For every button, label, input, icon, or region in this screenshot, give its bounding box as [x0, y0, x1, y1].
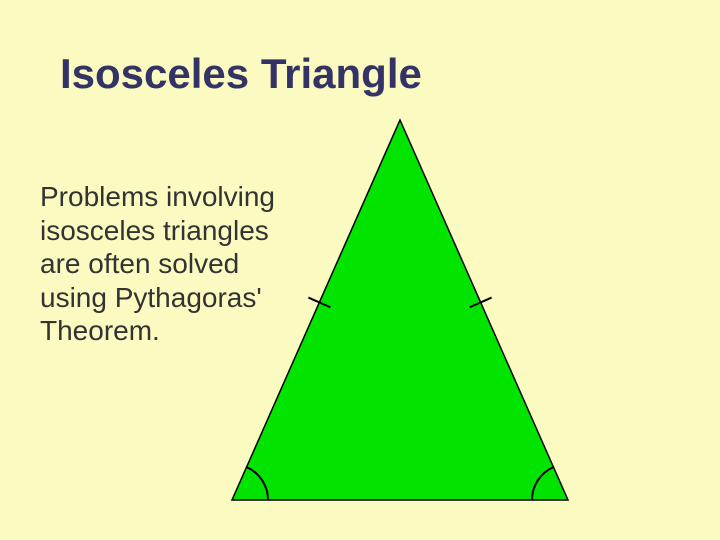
triangle-shape: [232, 120, 568, 500]
isosceles-triangle-diagram: [0, 0, 720, 540]
